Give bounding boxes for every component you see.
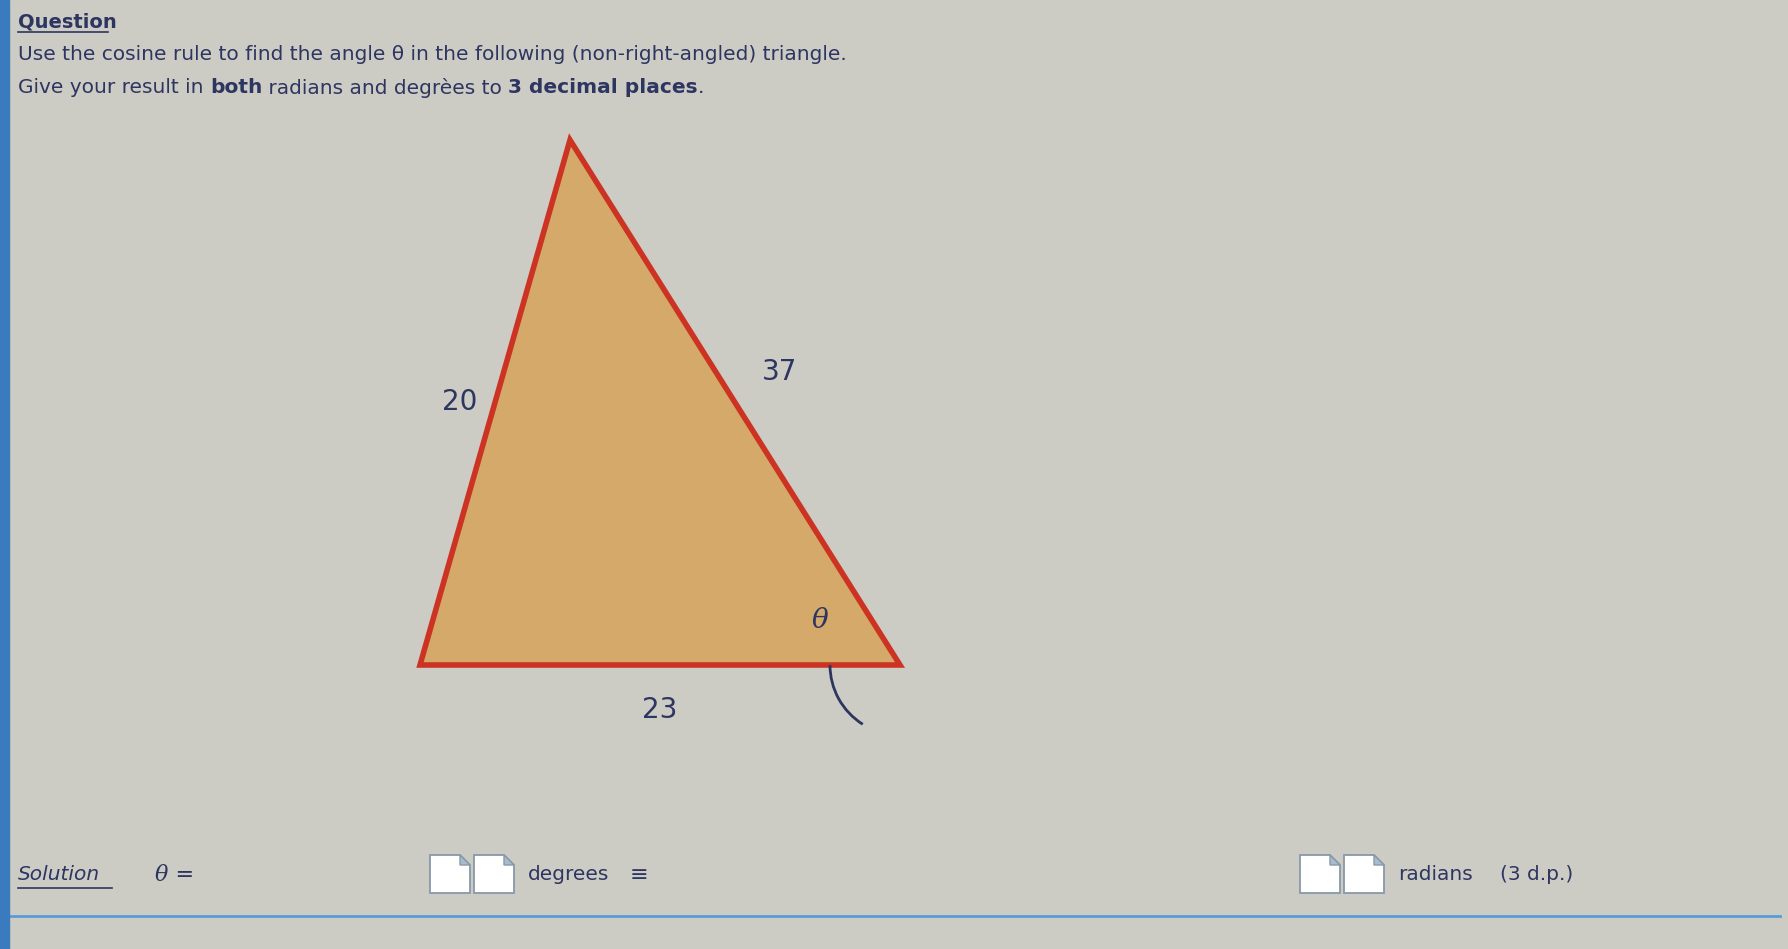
Text: Solution: Solution (18, 865, 100, 884)
Polygon shape (429, 855, 470, 893)
Text: θ: θ (812, 607, 828, 634)
Polygon shape (1300, 855, 1339, 893)
Polygon shape (460, 855, 470, 865)
Text: θ =: θ = (156, 864, 195, 886)
Bar (0, 0, 9, 949)
Polygon shape (1330, 855, 1339, 865)
Text: radians: radians (1398, 865, 1473, 884)
Text: 3 decimal places: 3 decimal places (508, 78, 697, 97)
Text: ≡: ≡ (629, 865, 649, 885)
Text: 20: 20 (442, 388, 477, 417)
Text: 37: 37 (762, 359, 797, 386)
Text: Question: Question (18, 12, 116, 31)
Polygon shape (1373, 855, 1384, 865)
Text: Use the cosine rule to find the angle θ in the following (non-right-angled) tria: Use the cosine rule to find the angle θ … (18, 45, 848, 64)
Text: .: . (697, 78, 704, 97)
Text: Give your result in: Give your result in (18, 78, 209, 97)
Polygon shape (420, 140, 899, 665)
Text: both: both (209, 78, 263, 97)
Polygon shape (474, 855, 513, 893)
Text: degrees: degrees (527, 865, 610, 884)
Polygon shape (504, 855, 513, 865)
Text: 23: 23 (642, 696, 678, 724)
Text: (3 d.p.): (3 d.p.) (1500, 865, 1573, 884)
Polygon shape (1345, 855, 1384, 893)
Text: radians and degrèes to: radians and degrèes to (263, 78, 508, 98)
